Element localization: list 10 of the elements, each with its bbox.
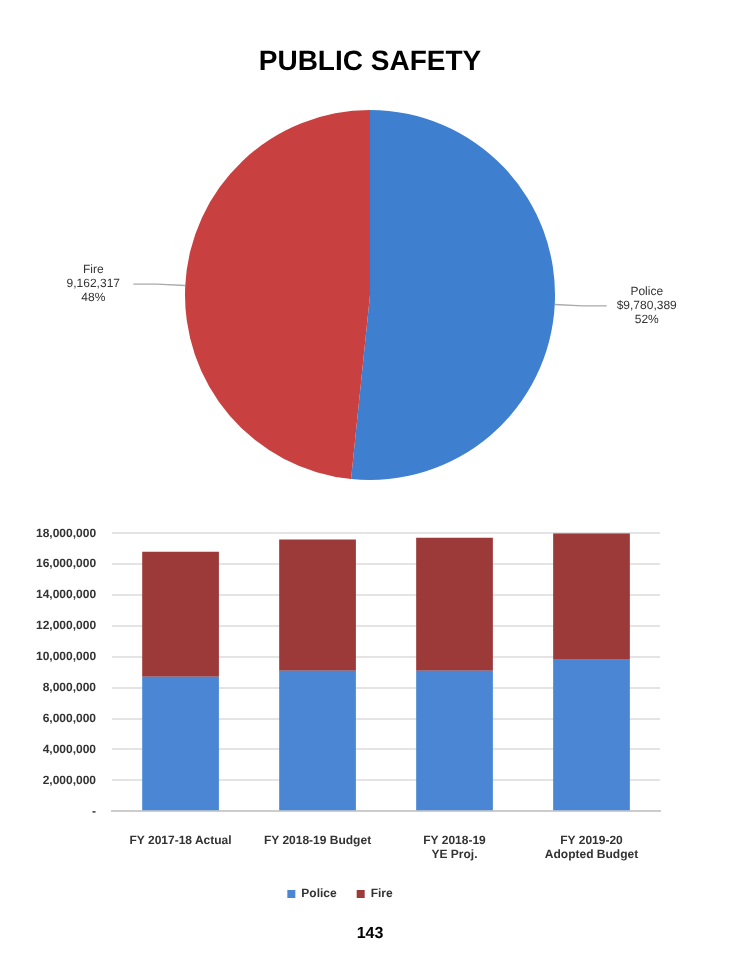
bar: [553, 659, 630, 811]
bar: [142, 551, 219, 677]
bar: [416, 670, 493, 811]
bar: [553, 533, 630, 660]
bar: [279, 670, 356, 811]
bar: [279, 539, 356, 671]
text: 143: [354, 924, 386, 942]
chart-title: PUBLIC SAFETY: [256, 44, 484, 76]
bar: [142, 676, 219, 811]
bar: [416, 537, 493, 671]
